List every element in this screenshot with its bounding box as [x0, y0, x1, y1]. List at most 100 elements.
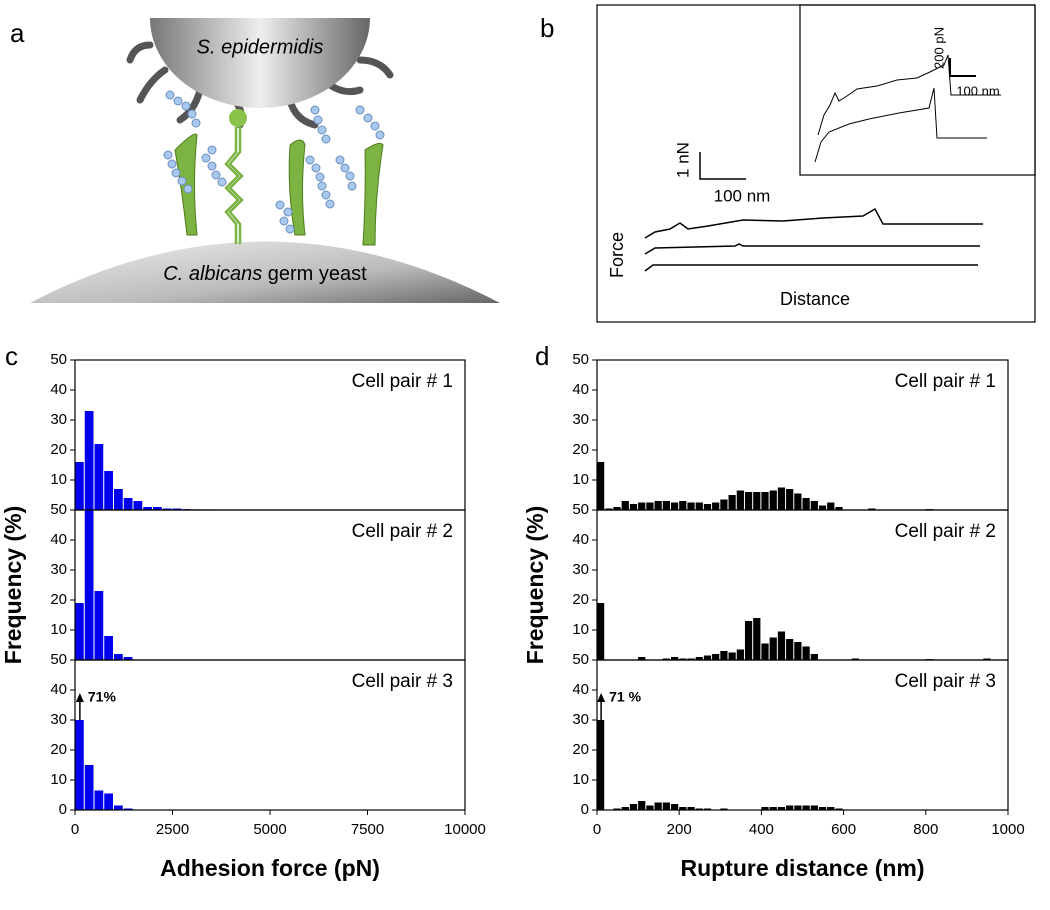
bar — [104, 793, 113, 810]
bar — [133, 501, 143, 510]
x-axis-label: Rupture distance (nm) — [680, 855, 924, 881]
y-tick-label: 40 — [572, 531, 589, 548]
bar — [114, 654, 123, 660]
y-tick-label: 40 — [572, 681, 589, 698]
bar — [761, 643, 769, 660]
bar — [621, 807, 629, 810]
scale-label: 100 nm — [714, 186, 771, 205]
bar — [670, 804, 679, 810]
bacterium-cell — [150, 18, 370, 108]
polysaccharide-chains — [163, 90, 385, 234]
ligand-chain — [224, 127, 244, 244]
y-tick-label: 10 — [572, 621, 589, 638]
y-axis-label: Frequency (%) — [522, 506, 548, 664]
y-tick-label: 20 — [572, 591, 589, 608]
bar — [728, 495, 736, 510]
bar — [75, 720, 84, 810]
bar — [114, 489, 123, 510]
subplot-label: Cell pair # 1 — [895, 371, 996, 392]
bar — [720, 499, 728, 510]
bar — [761, 807, 769, 810]
panel-label: b — [540, 13, 554, 43]
y-tick-label: 10 — [50, 621, 67, 638]
bar — [679, 501, 687, 510]
bar — [810, 654, 818, 660]
bar — [695, 657, 703, 660]
bar — [851, 658, 860, 660]
y-tick-label: 50 — [572, 501, 589, 518]
cell-label: S. epidermidis — [197, 36, 324, 58]
bar — [621, 501, 629, 510]
germ-yeast-cell — [30, 241, 500, 303]
bar — [810, 501, 818, 510]
bar — [143, 507, 152, 510]
bar — [777, 631, 786, 660]
bar — [662, 802, 670, 810]
bar — [84, 765, 94, 810]
y-axis-label: Frequency (%) — [0, 506, 26, 664]
bar — [687, 502, 695, 510]
bar — [736, 490, 744, 510]
bar — [662, 501, 670, 510]
bar — [94, 444, 104, 510]
x-tick-label: 800 — [913, 821, 938, 838]
bar — [703, 504, 712, 510]
bar — [753, 618, 761, 660]
x-tick-label: 2500 — [156, 821, 189, 838]
bar — [597, 462, 605, 510]
bar — [786, 805, 794, 810]
y-tick-label: 30 — [50, 561, 67, 578]
bar — [646, 502, 654, 510]
bar — [94, 790, 104, 810]
bar — [162, 508, 172, 510]
subplot-label: Cell pair # 2 — [352, 521, 453, 542]
cell-label: C. albicans germ yeast — [163, 263, 367, 285]
bar — [794, 493, 802, 510]
force-curves: 1 nN 100 nm Force Distance 200 pN 100 nm — [596, 4, 1036, 323]
bar — [679, 807, 687, 810]
x-tick-label: 5000 — [253, 821, 286, 838]
bar — [794, 642, 802, 660]
scale-label: 100 nm — [956, 83, 999, 98]
bar — [769, 490, 777, 510]
y-tick-label: 40 — [50, 531, 67, 548]
bar — [794, 805, 802, 810]
x-tick-label: 600 — [831, 821, 856, 838]
y-tick-label: 30 — [572, 561, 589, 578]
force-curve — [644, 243, 980, 255]
scale-label: 1 nN — [673, 142, 692, 178]
inset-curve — [817, 54, 1001, 136]
plot-frame — [596, 659, 1009, 811]
subplot-label: Cell pair # 2 — [895, 521, 996, 542]
bar — [104, 471, 113, 510]
y-tick-label: 50 — [50, 351, 67, 368]
y-tick-label: 20 — [572, 441, 589, 458]
x-axis-label: Adhesion force (pN) — [160, 855, 380, 881]
y-tick-label: 10 — [50, 471, 67, 488]
bar — [720, 651, 728, 660]
bar — [818, 505, 827, 510]
bar — [744, 492, 753, 510]
bar — [104, 636, 113, 660]
subplot-label: Cell pair # 3 — [352, 671, 453, 692]
arrow-head — [75, 693, 84, 702]
x-tick-label: 7500 — [351, 821, 384, 838]
y-tick-label: 50 — [50, 651, 67, 668]
adhesins — [174, 133, 384, 246]
force-curve — [644, 207, 983, 239]
bar — [753, 492, 761, 510]
bar — [777, 807, 786, 810]
bar — [736, 649, 744, 660]
x-tick-label: 400 — [749, 821, 774, 838]
bar — [712, 654, 720, 660]
y-tick-label: 50 — [572, 351, 589, 368]
bar — [687, 658, 695, 660]
x-tick-label: 1000 — [991, 821, 1024, 838]
bar — [687, 807, 695, 810]
bar — [638, 657, 646, 660]
bar — [670, 502, 679, 510]
bar — [123, 498, 133, 510]
bar — [827, 502, 835, 510]
bar — [597, 603, 605, 660]
force-curve — [644, 264, 978, 272]
